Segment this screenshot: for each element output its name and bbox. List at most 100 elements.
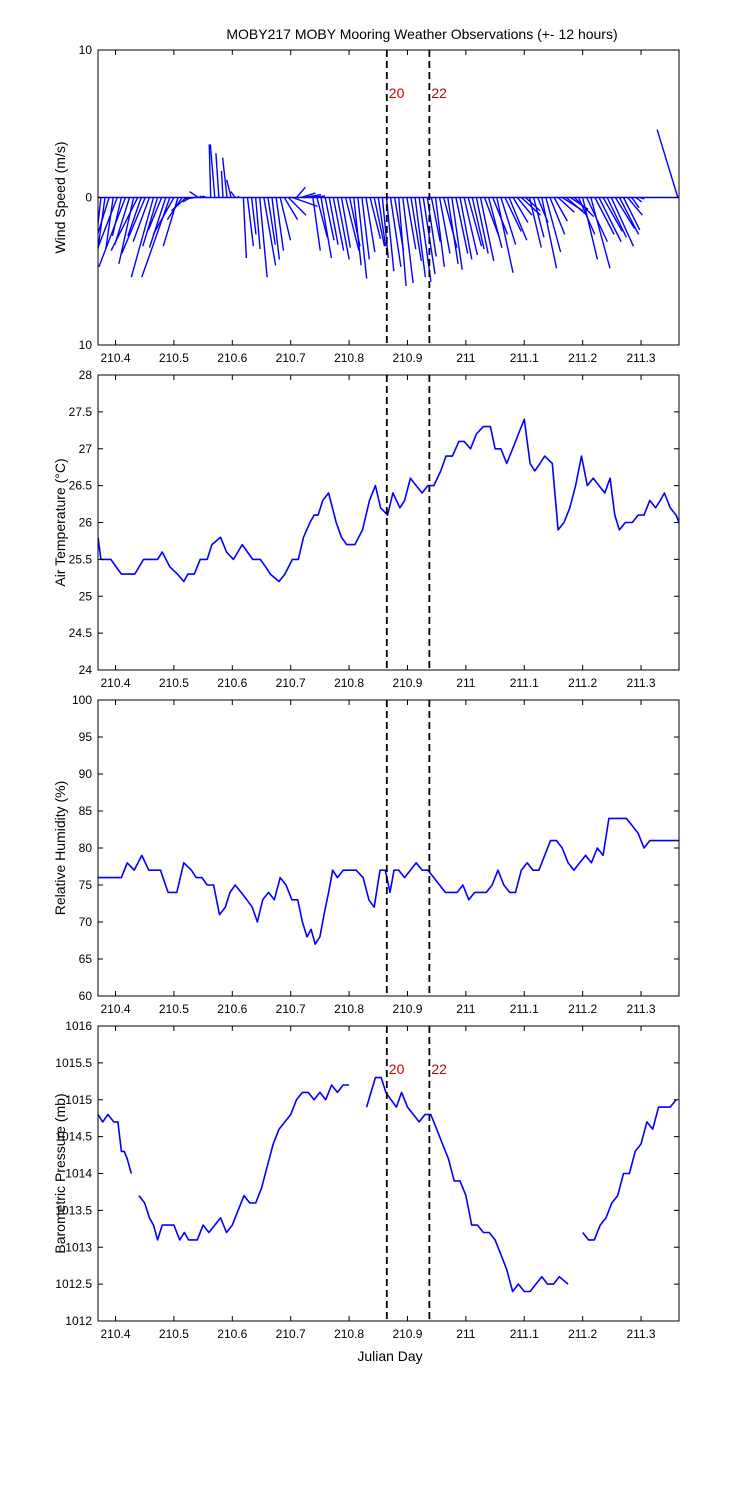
airtemp-ytick-label-1: 24.5 [69, 626, 93, 640]
wind-stick-125 [610, 197, 635, 247]
pressure-series-line-2 [365, 1076, 569, 1293]
airtemp-panel: 24 24.5 25 25.5 26 26.5 27 27.5 28 210.4 210.5 210.… [52, 368, 680, 690]
wind-stick-48 [296, 186, 306, 198]
humidity-panel: 60 65 70 75 80 85 90 95 100 210.4 210.5 210.6 210.7 2… [52, 693, 680, 1016]
wind-stick-42 [271, 197, 281, 260]
wind-stick-4 [98, 197, 118, 250]
airtemp-xtick-label-8: 211.2 [568, 676, 597, 690]
wind-xtick-label-5: 210.9 [392, 351, 422, 365]
wind-stick-129 [627, 197, 643, 216]
wind-stick-5 [111, 197, 123, 237]
wind-stick-105 [528, 197, 542, 248]
wind-stick-123 [602, 197, 623, 232]
wind-stick-36 [246, 197, 255, 247]
humidity-ytick-label-4: 80 [79, 841, 93, 855]
wind-xtick-label-8: 211.2 [568, 351, 597, 365]
wind-stick-77 [414, 197, 427, 278]
wind-stick-114 [565, 196, 588, 216]
wind-stick-116 [573, 197, 595, 218]
airtemp-xtick-label-0: 210.4 [101, 676, 131, 690]
wind-stick-19 [162, 197, 179, 247]
pressure-plot-area [98, 1026, 679, 1321]
wind-stick-92 [475, 197, 489, 254]
wind-stick-50 [304, 193, 322, 199]
wind-stick-49 [300, 192, 316, 199]
wind-stick-6 [98, 197, 127, 268]
wind-stick-102 [516, 197, 533, 216]
airtemp-xtick-label-1: 210.5 [159, 676, 189, 690]
x-axis-label: Julian Day [357, 1348, 422, 1364]
humidity-xtick-label-6: 211 [456, 1002, 475, 1016]
pressure-xtick-label-0: 210.4 [101, 1327, 131, 1341]
wind-ytick-label-0: 10 [79, 338, 93, 352]
wind-stick-12 [132, 197, 151, 242]
humidity-ytick-label-8: 100 [72, 693, 92, 707]
pressure-marker-label-1: 22 [431, 1061, 447, 1077]
wind-xtick-label-1: 210.5 [159, 351, 189, 365]
humidity-xtick-label-0: 210.4 [101, 1002, 131, 1016]
pressure-ytick-label-8: 1016 [65, 1019, 92, 1033]
wind-stick-14 [142, 197, 159, 247]
humidity-xtick-label-8: 211.2 [568, 1002, 597, 1016]
humidity-ytick-label-6: 90 [79, 767, 93, 781]
wind-stick-23 [185, 196, 195, 200]
humidity-xtick-label-3: 210.7 [276, 1002, 306, 1016]
wind-stick-118 [581, 197, 599, 260]
wind-stick-15 [147, 197, 163, 231]
wind-stick-32 [226, 179, 232, 198]
humidity-ytick-label-1: 65 [79, 952, 93, 966]
pressure-ytick-label-7: 1015.5 [55, 1056, 92, 1070]
wind-stick-87 [455, 197, 469, 254]
wind-stick-57 [332, 197, 345, 251]
wind-stick-34 [237, 195, 240, 198]
wind-stick-35 [242, 197, 248, 259]
wind-stick-54 [320, 197, 333, 259]
wind-stick-131 [635, 196, 643, 203]
wind-xtick-label-9: 211.3 [626, 351, 655, 365]
pressure-xtick-label-3: 210.7 [276, 1327, 306, 1341]
wind-stick-97 [496, 197, 514, 273]
airtemp-plot-area [98, 375, 679, 670]
airtemp-ytick-label-7: 27.5 [69, 405, 93, 419]
wind-stick-81 [430, 197, 441, 242]
humidity-ytick-label-3: 75 [79, 878, 93, 892]
wind-xtick-label-4: 210.8 [334, 351, 364, 365]
humidity-xtick-label-5: 210.9 [392, 1002, 422, 1016]
wind-stick-56 [328, 197, 339, 245]
pressure-series-line-3 [582, 1099, 677, 1241]
wind-stick-41 [267, 197, 276, 245]
airtemp-xtick-label-9: 211.3 [626, 676, 655, 690]
wind-stick-13 [130, 197, 155, 278]
wind-xtick-label-0: 210.4 [101, 351, 131, 365]
wind-stick-25 [199, 195, 203, 199]
wind-stick-7 [114, 197, 131, 245]
wind-stick-78 [418, 197, 432, 282]
wind-stick-29 [215, 153, 220, 198]
wind-stick-130 [631, 197, 640, 209]
wind-stick-3 [105, 197, 114, 250]
pressure-xtick-label-5: 210.9 [392, 1327, 422, 1341]
airtemp-ytick-label-6: 27 [79, 442, 93, 456]
wind-xtick-label-6: 211 [456, 351, 475, 365]
wind-stick-112 [557, 196, 575, 213]
humidity-ytick-label-2: 70 [79, 915, 93, 929]
wind-stick-62 [353, 197, 362, 266]
airtemp-ytick-label-5: 26.5 [69, 479, 93, 493]
wind-stick-67 [373, 197, 386, 247]
airtemp-xtick-label-6: 211 [456, 676, 475, 690]
pressure-xtick-label-6: 211 [456, 1327, 475, 1341]
pressure-marker-label-0: 20 [389, 1061, 405, 1077]
humidity-xtick-label-9: 211.3 [626, 1002, 655, 1016]
wind-stick-37 [250, 197, 257, 235]
wind-stick-63 [357, 197, 368, 279]
wind-stick-17 [141, 197, 171, 278]
airtemp-ylabel: Air Temperature (°C) [52, 458, 68, 586]
pressure-xtick-label-7: 211.1 [510, 1327, 539, 1341]
wind-stick-10 [127, 197, 142, 237]
wind-stick-52 [312, 197, 321, 251]
humidity-ytick-label-0: 60 [79, 989, 93, 1003]
wind-stick-122 [598, 197, 622, 243]
wind-stick-126 [614, 197, 636, 229]
wind-stick-28 [209, 144, 216, 198]
wind-stick-73 [398, 197, 407, 287]
